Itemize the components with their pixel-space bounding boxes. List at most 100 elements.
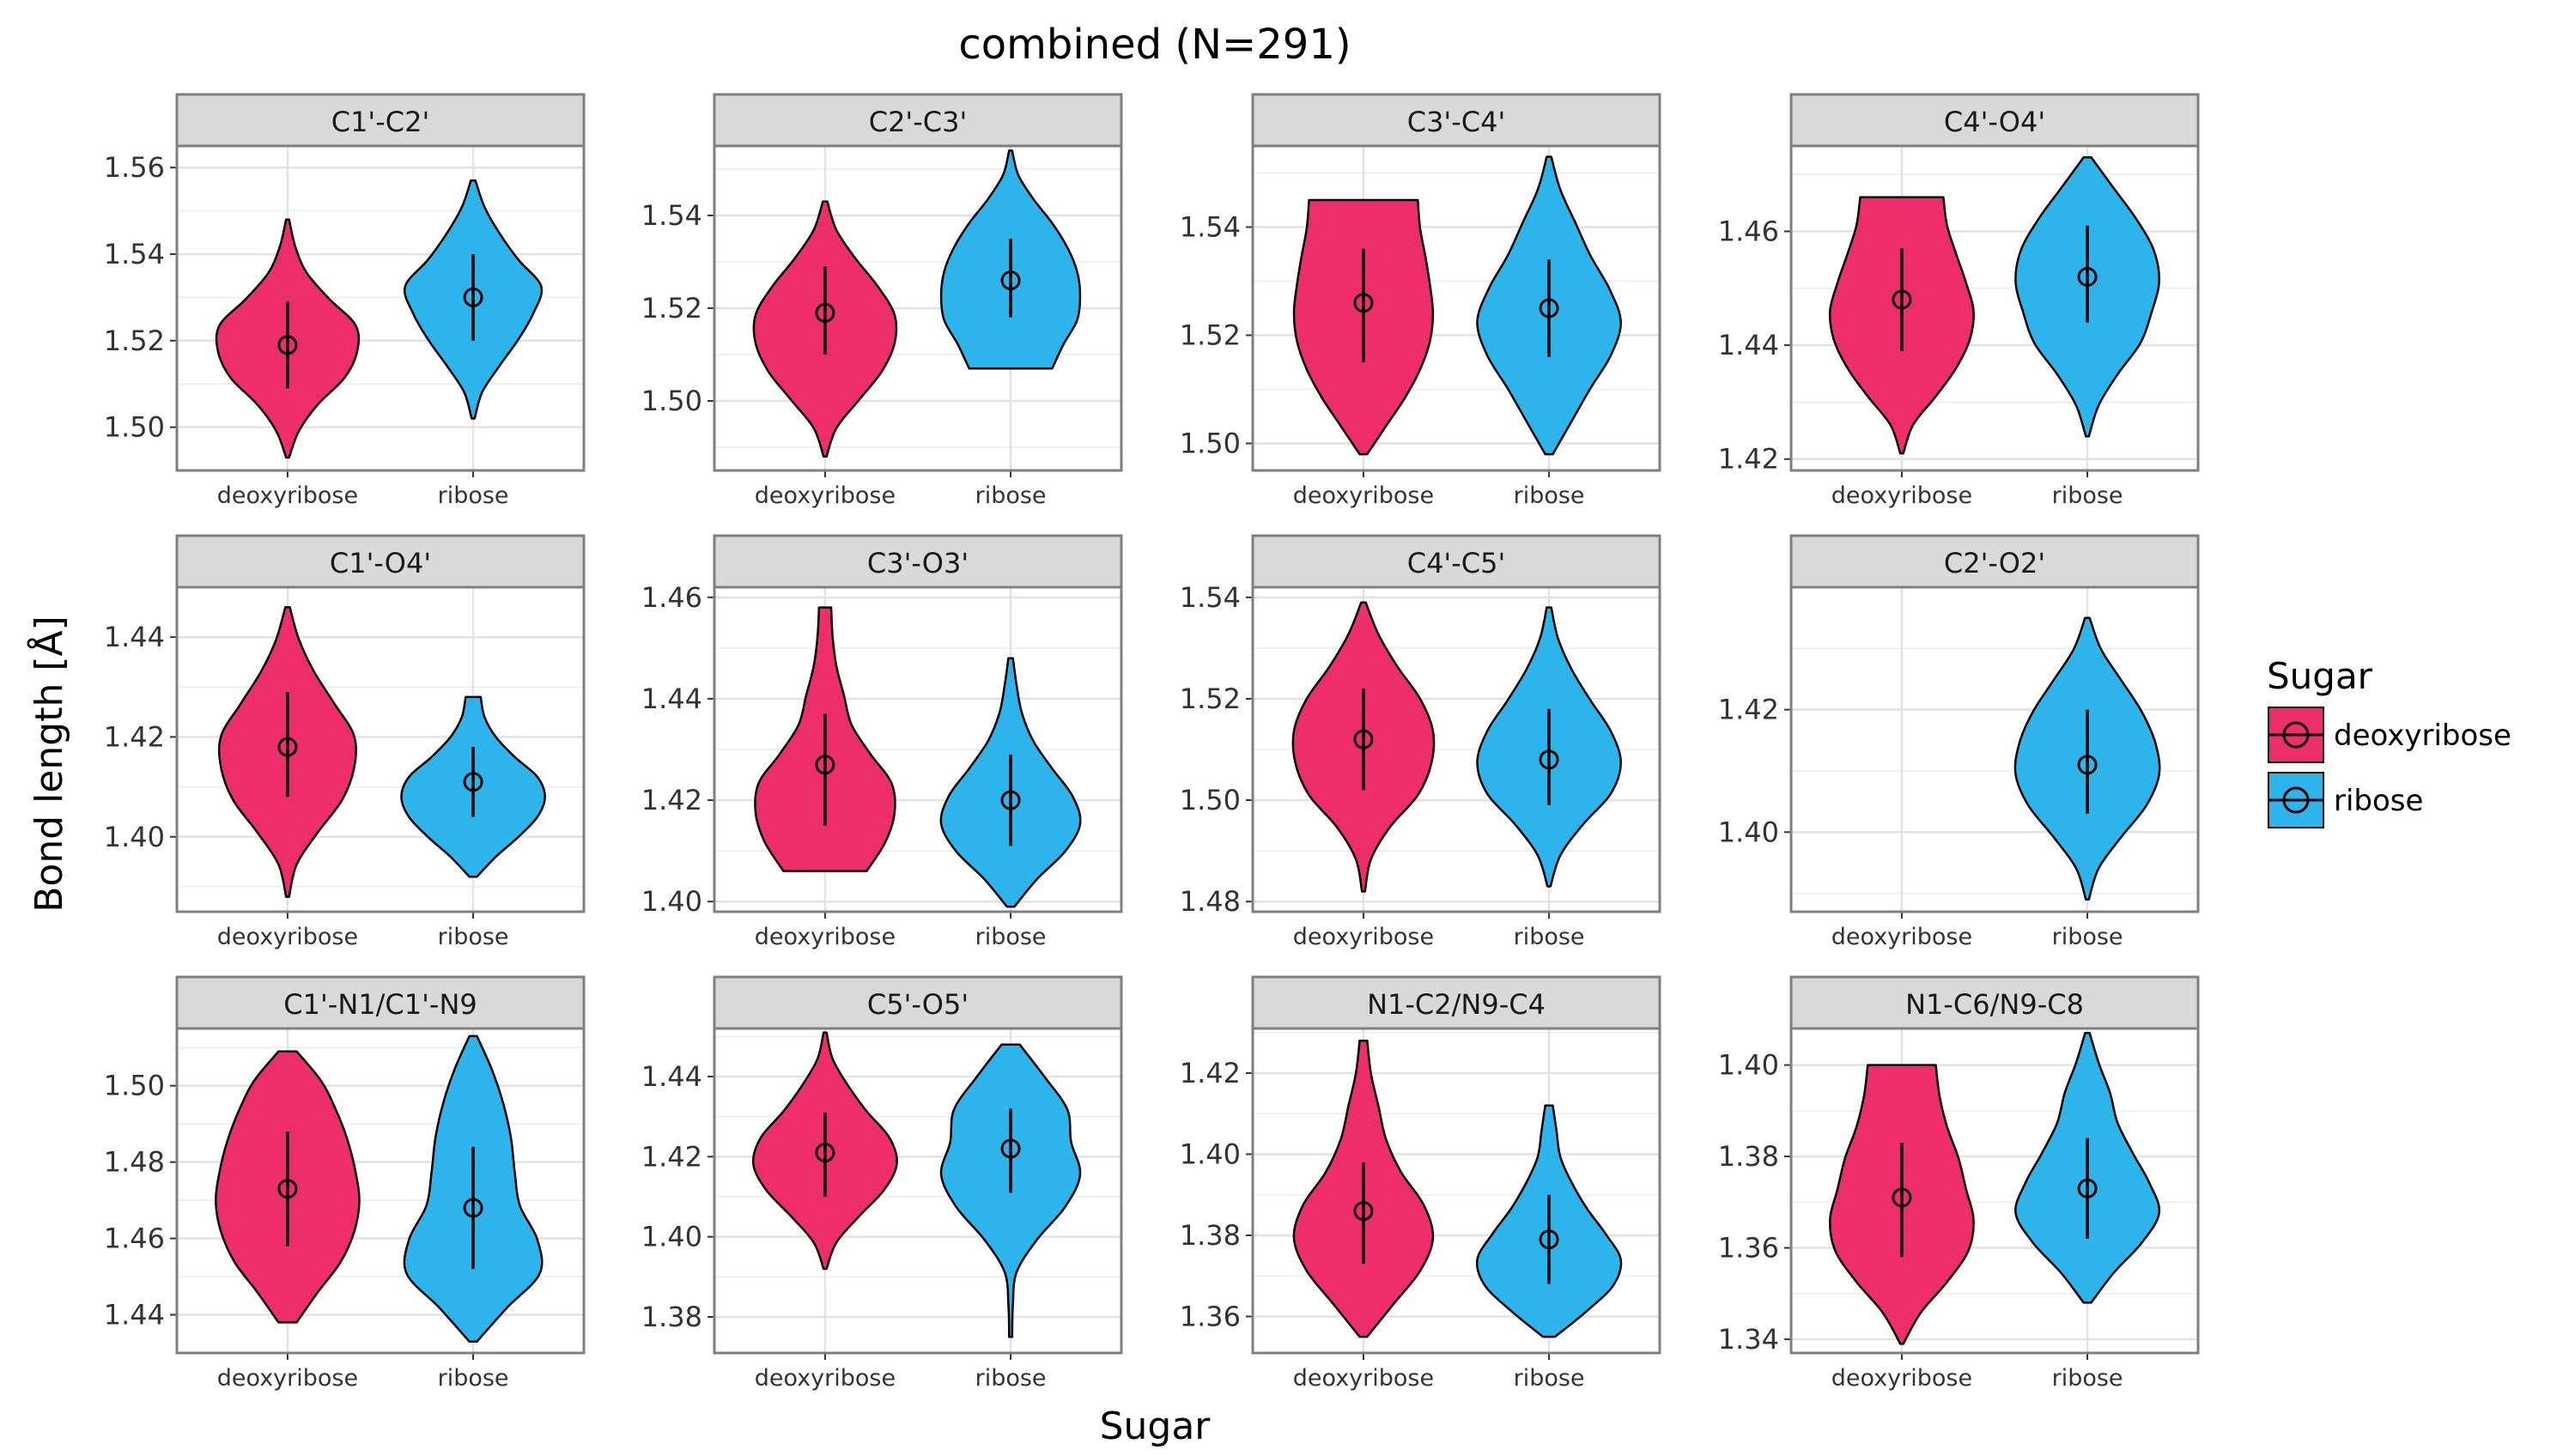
y-tick-label: 1.42 xyxy=(1718,694,1779,726)
facet-title: C2'-O2' xyxy=(1944,547,2045,579)
facet-c4p-o4p: C4'-O4' 1.42 1.44 1.46 deoxyribose ribose xyxy=(1718,93,2200,509)
facet-n1-c2-n9-c4: N1-C2/N9-C4 1.36 1.38 1.40 1.42 deoxyribose ri… xyxy=(1180,975,1661,1392)
y-tick-label: 1.42 xyxy=(641,1140,702,1173)
y-tick-label: 1.54 xyxy=(104,238,165,270)
violin-ribose xyxy=(403,1034,544,1343)
x-tick-label: deoxyribose xyxy=(217,1365,358,1392)
x-tick-label: deoxyribose xyxy=(1831,924,1972,950)
mean-point xyxy=(815,755,835,775)
facet-strip xyxy=(1789,975,2200,1030)
x-tick-label: ribose xyxy=(1514,924,1585,950)
legend-title: Sugar xyxy=(2267,655,2373,697)
violin-deoxyribose xyxy=(1292,1039,1435,1338)
facet-title: C4'-C5' xyxy=(1407,547,1506,579)
violin-deoxyribose xyxy=(754,606,896,873)
y-tick-label: 1.40 xyxy=(1180,1138,1241,1170)
violin-deoxyribose xyxy=(215,1050,361,1324)
facet-strip xyxy=(1251,975,1661,1030)
panel-border xyxy=(1251,585,1661,913)
x-tick-label: ribose xyxy=(2052,482,2123,509)
violin-deoxyribose xyxy=(1292,198,1435,456)
panel-border xyxy=(1251,144,1661,472)
violin-ribose xyxy=(939,149,1082,370)
mean-point xyxy=(277,737,298,757)
mean-point xyxy=(277,1179,298,1199)
mean-point xyxy=(463,1198,483,1218)
mean-point xyxy=(1353,293,1374,313)
facet-c5p-o5p: C5'-O5' 1.38 1.40 1.42 1.44 deoxyribose ribose xyxy=(641,975,1123,1392)
facet-title: C1'-N1/C1'-N9 xyxy=(283,988,477,1021)
x-tick-label: deoxyribose xyxy=(1293,482,1434,509)
violin-deoxyribose xyxy=(1828,196,1975,455)
x-tick-label: deoxyribose xyxy=(755,482,896,509)
mean-point xyxy=(463,772,483,792)
legend: Sugar deoxyribose ribose xyxy=(2267,655,2511,828)
facet-title: N1-C6/N9-C8 xyxy=(1905,988,2084,1021)
chart-title: combined (N=291) xyxy=(958,21,1351,69)
y-tick-label: 1.54 xyxy=(1180,581,1241,614)
facet-title: C3'-C4' xyxy=(1407,106,1506,138)
violin-deoxyribose xyxy=(215,218,361,459)
x-tick-label: ribose xyxy=(2052,924,2123,950)
facet-strip xyxy=(1251,534,1661,589)
violin-ribose xyxy=(2014,1032,2161,1304)
y-tick-label: 1.42 xyxy=(1180,1057,1241,1089)
legend-entry-ribose: ribose xyxy=(2268,772,2423,828)
y-tick-label: 1.44 xyxy=(104,621,165,653)
facet-strip xyxy=(175,534,586,589)
legend-label-ribose: ribose xyxy=(2334,784,2423,818)
y-tick-label: 1.50 xyxy=(1180,428,1241,460)
mean-point xyxy=(1539,298,1559,318)
facet-c1p-n1-c1p-n9: C1'-N1/C1'-N9 1.44 1.46 1.48 1.50 deoxyribose… xyxy=(104,975,586,1392)
x-tick-label: deoxyribose xyxy=(1293,924,1434,950)
violin-deoxyribose xyxy=(1828,1064,1975,1345)
y-tick-label: 1.46 xyxy=(104,1222,165,1255)
facet-strip xyxy=(1789,93,2200,148)
x-tick-label: ribose xyxy=(2052,1365,2123,1392)
legend-point-ribose xyxy=(2282,786,2310,814)
mean-point xyxy=(463,287,483,307)
panel-border xyxy=(713,144,1123,472)
x-tick-label: ribose xyxy=(1514,482,1585,509)
panel-border xyxy=(175,144,586,472)
mean-point xyxy=(2077,267,2098,288)
facet-c3p-o3p: C3'-O3' 1.40 1.42 1.44 1.46 deoxyribose ribose xyxy=(641,534,1123,950)
facet-n1-c6-n9-c8: N1-C6/N9-C8 1.34 1.36 1.38 1.40 deoxyribose ri… xyxy=(1718,975,2200,1392)
facet-title: C1'-O4' xyxy=(330,547,431,579)
y-tick-label: 1.56 xyxy=(104,151,165,184)
y-tick-label: 1.40 xyxy=(1718,816,1779,848)
violin-deoxyribose xyxy=(751,1031,898,1271)
mean-point xyxy=(277,335,298,355)
facet-strip xyxy=(175,975,586,1030)
facet-title: C1'-C2' xyxy=(331,106,430,138)
mean-point xyxy=(2077,1178,2098,1198)
mean-point xyxy=(1539,1229,1559,1250)
violin-ribose xyxy=(403,179,544,420)
y-tick-label: 1.54 xyxy=(641,199,702,232)
x-tick-label: deoxyribose xyxy=(217,924,358,950)
y-tick-label: 1.50 xyxy=(641,385,702,417)
facet-grid: C1'-C2' 1.50 1.52 1.54 1.56 deoxyribose ribose… xyxy=(104,93,2200,1392)
facet-strip xyxy=(1789,534,2200,589)
y-tick-label: 1.50 xyxy=(1180,784,1241,816)
y-tick-label: 1.42 xyxy=(1718,443,1779,476)
x-tick-label: ribose xyxy=(975,482,1047,509)
panel-border xyxy=(1789,585,2200,913)
y-tick-label: 1.46 xyxy=(641,581,702,614)
facet-c1p-o4p: C1'-O4' 1.40 1.42 1.44 deoxyribose ribose xyxy=(104,534,586,950)
panel-border xyxy=(175,1027,586,1355)
y-tick-label: 1.54 xyxy=(1180,211,1241,244)
facet-c4p-c5p: C4'-C5' 1.48 1.50 1.52 1.54 deoxyribose ribose xyxy=(1180,534,1661,950)
y-tick-label: 1.38 xyxy=(641,1301,702,1333)
panel-border xyxy=(1251,1027,1661,1355)
x-tick-label: deoxyribose xyxy=(755,1365,896,1392)
y-tick-label: 1.46 xyxy=(1718,215,1779,247)
violin-deoxyribose xyxy=(1291,601,1436,893)
mean-point xyxy=(1353,729,1374,749)
facet-c3p-c4p: C3'-C4' 1.50 1.52 1.54 deoxyribose ribose xyxy=(1180,93,1661,509)
x-axis-label: Sugar xyxy=(1100,1404,1212,1448)
facet-title: C2'-C3' xyxy=(869,106,968,138)
y-tick-label: 1.38 xyxy=(1718,1140,1779,1173)
panel-border xyxy=(175,585,586,913)
x-tick-label: deoxyribose xyxy=(1831,1365,1972,1392)
